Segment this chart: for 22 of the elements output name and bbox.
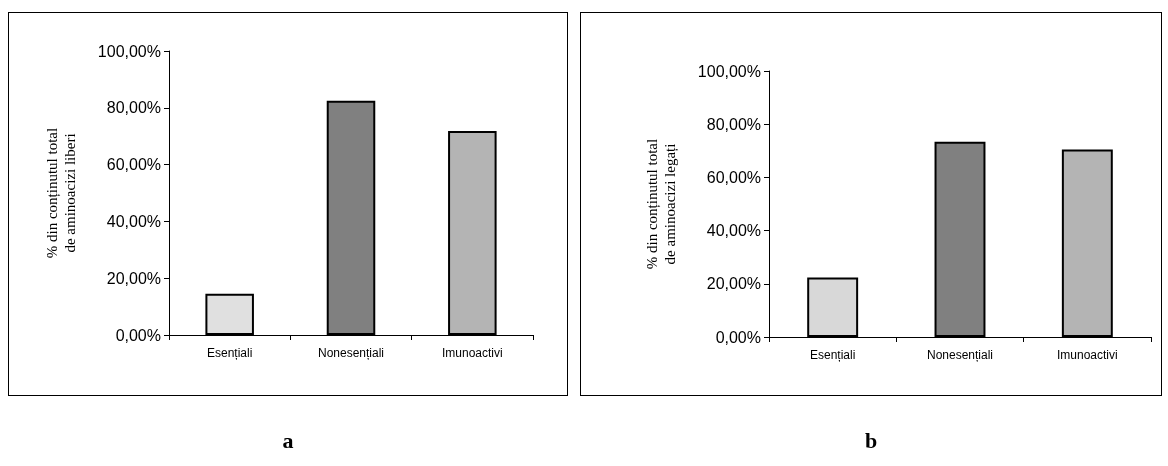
y-tick-label: 80,00% bbox=[706, 115, 761, 133]
text: b bbox=[863, 428, 879, 454]
y-axis-title: % din conținutul total de aminoacizi liberi bbox=[44, 127, 78, 259]
y-tick-label: 100,00% bbox=[97, 42, 161, 60]
y-tick-label: 60,00% bbox=[706, 168, 761, 186]
y-tick-label: 80,00% bbox=[106, 99, 161, 117]
y-tick-label: 0,00% bbox=[715, 328, 761, 346]
y-tick-label: 40,00% bbox=[106, 212, 161, 230]
x-tick-label: Imunoactivi bbox=[441, 346, 503, 360]
x-tick-label: Nonesențiali bbox=[926, 348, 994, 362]
x-tick-label: Esențiali bbox=[206, 346, 253, 360]
y-tick-label: 0,00% bbox=[115, 326, 161, 344]
x-tick-label: Esențiali bbox=[809, 348, 856, 362]
y-tick-label: 20,00% bbox=[106, 269, 161, 287]
text: a bbox=[281, 428, 295, 454]
y-tick-label: 40,00% bbox=[706, 222, 761, 240]
y-tick-label: 60,00% bbox=[106, 156, 161, 174]
x-tick-label: Nonesențiali bbox=[317, 346, 385, 360]
y-tick-label: 100,00% bbox=[697, 62, 761, 80]
x-tick-label: Imunoactivi bbox=[1056, 348, 1118, 362]
y-tick-label: 20,00% bbox=[706, 275, 761, 293]
y-axis-title: % din conținutul total de aminoacizi legați bbox=[644, 138, 679, 270]
